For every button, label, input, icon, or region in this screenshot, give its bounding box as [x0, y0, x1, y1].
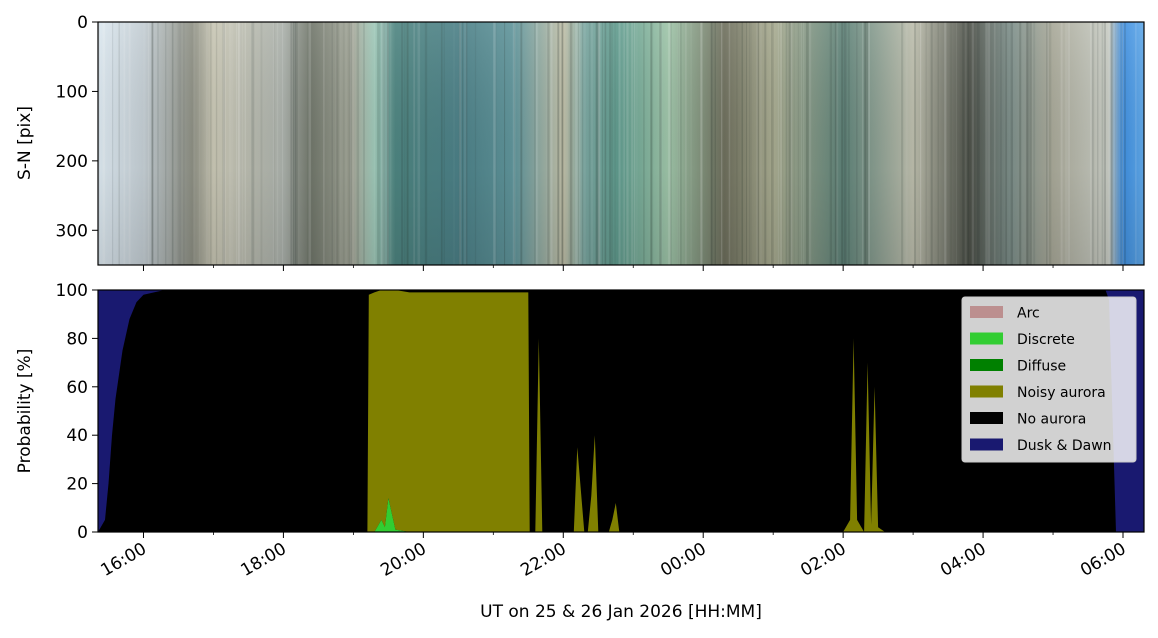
probability-x-tick-label: 04:00: [937, 539, 989, 581]
probability-y-tick-label: 0: [77, 523, 88, 543]
probability-x-tick-label: 20:00: [377, 539, 429, 581]
probability-x-tick-label: 22:00: [517, 539, 569, 581]
legend-box: [961, 296, 1137, 463]
probability-x-tick-label: 16:00: [98, 539, 150, 581]
probability-y-tick-label: 60: [66, 378, 88, 398]
keogram-x-ticks: [142, 265, 1124, 271]
keogram-frame: [97, 21, 1145, 266]
keogram-y-tick-label: 100: [56, 82, 88, 102]
probability-x-tick-label: 06:00: [1077, 539, 1129, 581]
probability-y-tick-label: 40: [66, 426, 88, 446]
legend-swatch: [970, 438, 1003, 451]
probability-frame: [97, 289, 1145, 533]
probability-y-ticks: 0 20 40 60 80 100: [56, 281, 98, 543]
x-axis-label: UT on 25 & 26 Jan 2026 [HH:MM]: [480, 602, 762, 622]
probability-x-tick-label: 00:00: [657, 539, 709, 581]
probability-y-tick-label: 20: [66, 475, 88, 495]
legend-label: Discrete: [1017, 332, 1075, 348]
probability-x-tick-label: 02:00: [797, 539, 849, 581]
keogram-y-label: S-N [pix]: [15, 106, 35, 180]
probability-x-ticks: 16:00 18:00 20:00 22:00 00:00 02:00 04:00 06:00: [98, 532, 1130, 581]
legend-label: No aurora: [1017, 412, 1086, 428]
legend-label: Arc: [1017, 306, 1040, 322]
legend-swatch: [970, 306, 1003, 318]
keogram-y-tick-label: 300: [56, 221, 88, 241]
probability-y-tick-label: 100: [56, 281, 88, 301]
legend-label: Diffuse: [1017, 359, 1066, 375]
legend-label: Noisy aurora: [1017, 385, 1106, 401]
keogram-y-tick-label: 0: [77, 13, 88, 33]
legend-swatch: [970, 385, 1003, 398]
keogram-y-tick-label: 200: [56, 152, 88, 172]
probability-y-label: Probability [%]: [15, 349, 35, 474]
probability-x-tick-label: 18:00: [237, 539, 289, 581]
legend-swatch: [970, 412, 1003, 424]
probability-panel: 0 20 40 60 80 100 16:00 18:00 20:00 22:00 00:00 02…: [15, 281, 1145, 622]
keogram-shading: [98, 22, 1144, 265]
legend-label: Dusk & Dawn: [1017, 438, 1112, 454]
legend: Arc Discrete Diffuse Noisy aurora No aurora D…: [961, 296, 1137, 463]
legend-swatch: [970, 332, 1003, 345]
legend-swatch: [970, 359, 1003, 371]
keogram-panel: 0 100 200 300 S-N [pix]: [15, 13, 1145, 271]
keogram-y-ticks: 0 100 200 300: [56, 13, 98, 241]
probability-y-tick-label: 80: [66, 329, 88, 349]
